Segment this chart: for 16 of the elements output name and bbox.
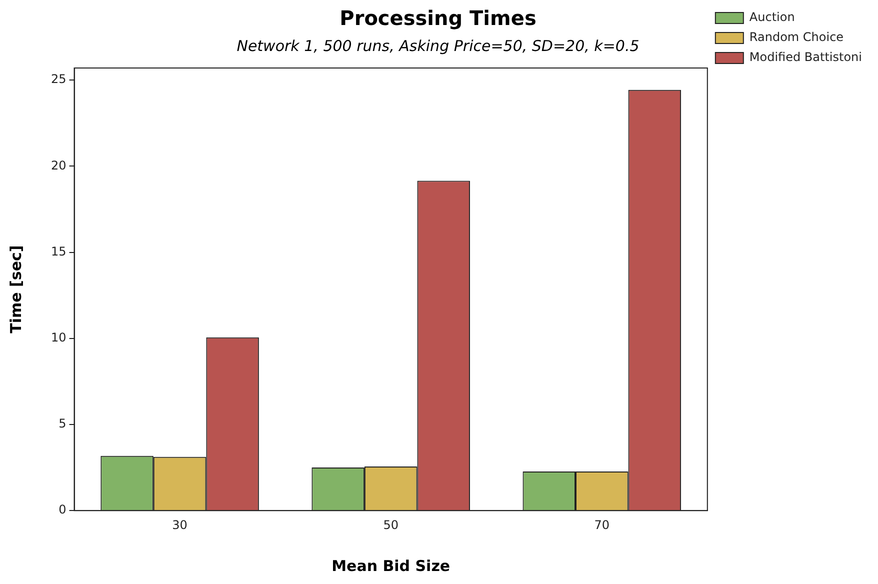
chart-subtitle: Network 1, 500 runs, Asking Price=50, SD=20, k=0.5 [236, 36, 640, 55]
legend-label: Random Choice [749, 30, 844, 44]
y-tick-label: 5 [58, 416, 66, 431]
legend-label: Modified Battistoni [749, 50, 862, 64]
y-axis-title: Time [sec] [6, 245, 25, 334]
y-tick-label: 25 [50, 72, 66, 86]
y-tick-label: 10 [50, 330, 66, 345]
x-tick-label: 70 [594, 518, 610, 532]
chart-title: Processing Times [340, 6, 536, 30]
legend-label: Auction [749, 10, 795, 24]
y-tick-label: 15 [50, 244, 66, 258]
x-tick-label: 50 [383, 518, 398, 532]
x-axis-title: Mean Bid Size [332, 556, 450, 575]
x-tick-label: 30 [172, 518, 188, 532]
y-tick-label: 0 [58, 502, 66, 517]
y-tick-label: 20 [50, 158, 66, 172]
